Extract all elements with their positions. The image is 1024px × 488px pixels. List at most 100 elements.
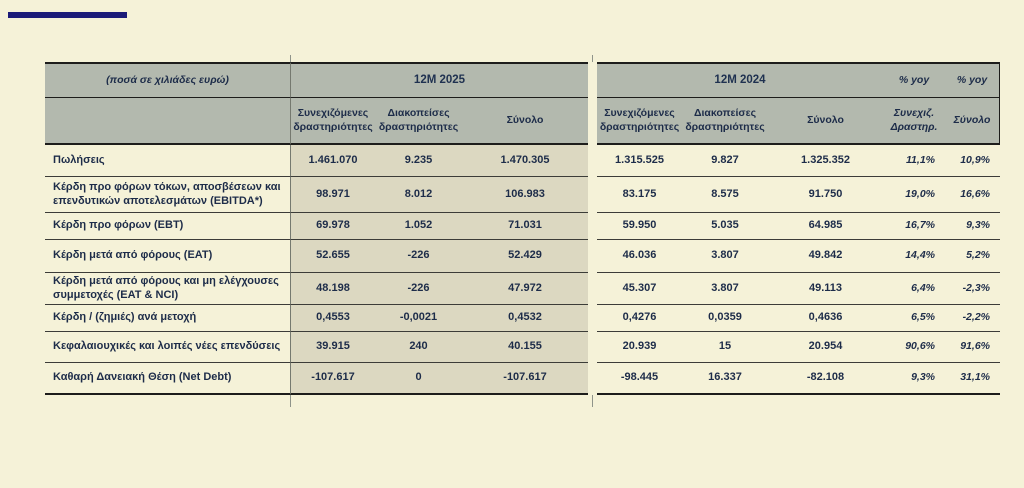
value-cell: 47.972 [462,273,588,305]
value-cell: -82.108 [768,363,883,395]
yoy-cell: 91,6% [945,332,1000,363]
yoy-cell: 11,1% [883,145,945,177]
column-gap [588,98,597,145]
value-cell: 52.655 [290,240,375,273]
column-gap [588,363,597,395]
column-gap [588,240,597,273]
value-cell: 1.470.305 [462,145,588,177]
value-cell: 15 [682,332,768,363]
value-cell: 49.842 [768,240,883,273]
value-cell: 83.175 [597,177,682,213]
subheader-2025-discontinued: Διακοπείσες δραστηριότητες [375,98,462,145]
yoy-cell: 19,0% [883,177,945,213]
value-cell: 1.315.525 [597,145,682,177]
value-cell: 71.031 [462,213,588,240]
value-cell: 20.939 [597,332,682,363]
subheader-yoy-total: Σύνολο [945,98,1000,145]
yoy-cell: 14,4% [883,240,945,273]
row-label: Πωλήσεις [45,145,290,177]
value-cell: 0,4276 [597,305,682,332]
value-cell: 9.827 [682,145,768,177]
value-cell: 1.052 [375,213,462,240]
yoy-cell: 9,3% [945,213,1000,240]
yoy-cell: 31,1% [945,363,1000,395]
row-label: Κέρδη προ φόρων τόκων, αποσβέσεων και επ… [45,177,290,213]
gridline-stub [290,395,291,407]
yoy-cell: 16,6% [945,177,1000,213]
column-gap [588,145,597,177]
value-cell: 106.983 [462,177,588,213]
row-label: Κέρδη / (ζημιές) ανά μετοχή [45,305,290,332]
value-cell: -107.617 [462,363,588,395]
value-cell: 8.012 [375,177,462,213]
yoy-cell: -2,3% [945,273,1000,305]
value-cell: 59.950 [597,213,682,240]
value-cell: 0 [375,363,462,395]
value-cell: 20.954 [768,332,883,363]
gridline-stub [592,395,593,407]
value-cell: 3.807 [682,240,768,273]
value-cell: 8.575 [682,177,768,213]
column-gap [588,305,597,332]
value-cell: 98.971 [290,177,375,213]
gridline-stub [592,55,593,62]
yoy-header-total: % yoy [945,62,1000,98]
row-label: Κεφαλαιουχικές και λοιπές νέες επενδύσει… [45,332,290,363]
value-cell: 16.337 [682,363,768,395]
value-cell: 0,0359 [682,305,768,332]
value-cell: 0,4636 [768,305,883,332]
column-gap [588,332,597,363]
row-label: Κέρδη μετά από φόρους (EAT) [45,240,290,273]
column-gap [588,177,597,213]
column-gap [588,213,597,240]
value-cell: 240 [375,332,462,363]
value-cell: 64.985 [768,213,883,240]
period-2024-header: 12M 2024 [597,62,883,98]
yoy-cell: 10,9% [945,145,1000,177]
period-2025-header: 12M 2025 [290,62,588,98]
value-cell: 3.807 [682,273,768,305]
value-cell: 0,4532 [462,305,588,332]
yoy-cell: 5,2% [945,240,1000,273]
subheader-2024-discontinued: Διακοπείσες δραστηριότητες [682,98,768,145]
subheader-2024-total: Σύνολο [768,98,883,145]
value-cell: 52.429 [462,240,588,273]
yoy-cell: 6,5% [883,305,945,332]
value-cell: 39.915 [290,332,375,363]
yoy-header-continuing: % yoy [883,62,945,98]
value-cell: 1.325.352 [768,145,883,177]
yoy-cell: 9,3% [883,363,945,395]
subheader-yoy-continuing: Συνεχιζ. Δραστηρ. [883,98,945,145]
value-cell: -107.617 [290,363,375,395]
value-cell: 48.198 [290,273,375,305]
value-cell: -98.445 [597,363,682,395]
subheader-2025-total: Σύνολο [462,98,588,145]
value-cell: 46.036 [597,240,682,273]
decorative-accent-bar [8,12,127,18]
value-cell: -0,0021 [375,305,462,332]
yoy-cell: 90,6% [883,332,945,363]
value-cell: 69.978 [290,213,375,240]
yoy-cell: -2,2% [945,305,1000,332]
value-cell: 0,4553 [290,305,375,332]
column-gap [588,62,597,98]
empty-header-cell [45,98,290,145]
value-cell: 91.750 [768,177,883,213]
value-cell: -226 [375,273,462,305]
subheader-2025-continuing: Συνεχιζόμενες δραστηριότητες [290,98,375,145]
value-cell: 1.461.070 [290,145,375,177]
row-label: Κέρδη μετά από φόρους και μη ελέγχουσες … [45,273,290,305]
value-cell: 9.235 [375,145,462,177]
yoy-cell: 6,4% [883,273,945,305]
value-cell: -226 [375,240,462,273]
yoy-cell: 16,7% [883,213,945,240]
value-cell: 40.155 [462,332,588,363]
column-gap [588,273,597,305]
gridline-stub [290,55,291,62]
row-label: Καθαρή Δανειακή Θέση (Net Debt) [45,363,290,395]
subheader-2024-continuing: Συνεχιζόμενες δραστηριότητες [597,98,682,145]
financial-results-table: (ποσά σε χιλιάδες ευρώ) 12M 2025 12M 202… [45,62,1000,395]
value-cell: 49.113 [768,273,883,305]
value-cell: 45.307 [597,273,682,305]
unit-note: (ποσά σε χιλιάδες ευρώ) [45,62,290,98]
